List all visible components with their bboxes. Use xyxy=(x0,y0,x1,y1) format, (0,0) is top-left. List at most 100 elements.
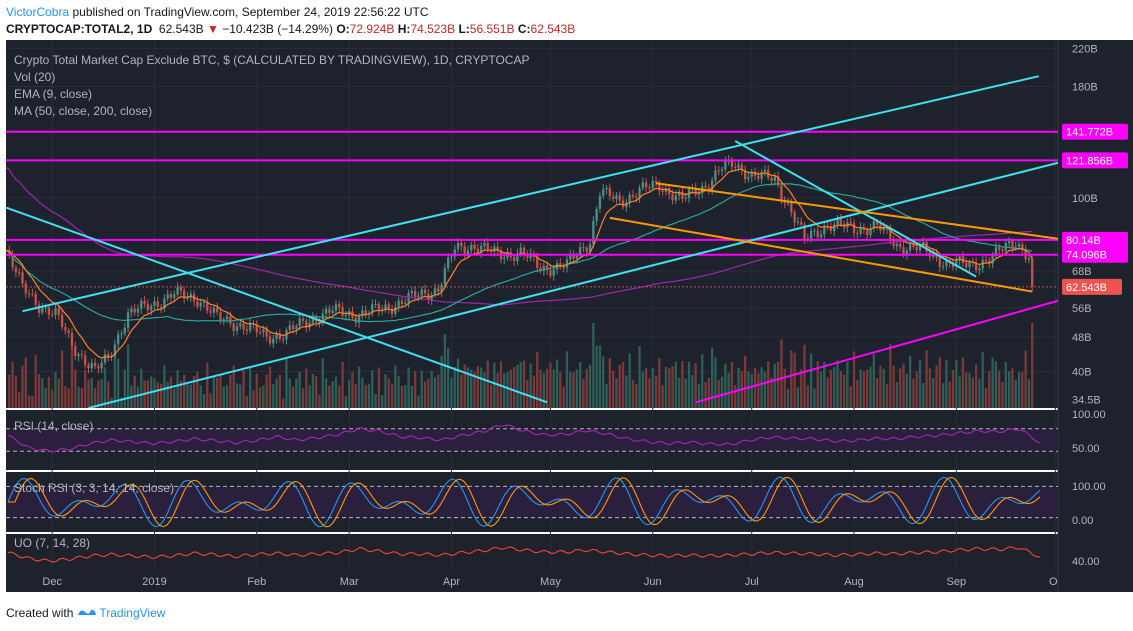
close-label: C: xyxy=(517,22,531,36)
volume-bar xyxy=(552,369,555,408)
candle-body xyxy=(776,176,780,186)
volume-bar xyxy=(684,378,687,408)
stoch-tick-label: 100.00 xyxy=(1072,481,1106,493)
volume-bar xyxy=(268,366,272,408)
candle-body xyxy=(925,242,928,252)
volume-bar xyxy=(793,352,796,408)
candle-body xyxy=(328,308,331,313)
candle-body xyxy=(67,330,70,333)
candle-body xyxy=(598,195,602,209)
candle-body xyxy=(734,166,737,168)
candle-body xyxy=(536,256,539,268)
candle-body xyxy=(757,175,760,179)
volume-bar xyxy=(156,382,159,408)
indicator-lines xyxy=(6,424,1058,563)
volume-bar xyxy=(783,368,786,408)
volume-bar xyxy=(618,364,621,408)
volume-bar xyxy=(232,365,235,408)
candle-body xyxy=(800,221,803,225)
candle-body xyxy=(41,308,44,313)
candle-body xyxy=(120,333,123,335)
candle-body xyxy=(31,293,34,295)
candle-body xyxy=(37,304,41,313)
candle-body xyxy=(463,246,466,254)
volume-bar xyxy=(483,372,486,408)
candle-body xyxy=(833,224,836,231)
candle-body xyxy=(638,187,641,198)
candle-body xyxy=(618,195,621,201)
volume-bar xyxy=(912,378,915,408)
trendlines[interactable] xyxy=(6,75,1069,408)
volume-bar xyxy=(159,383,163,408)
middle-channel-trendline[interactable] xyxy=(88,160,1068,408)
candle-body xyxy=(282,339,285,341)
volume-bar xyxy=(833,367,836,408)
falling-line-trendline[interactable] xyxy=(6,206,548,404)
volume-bar xyxy=(978,378,981,408)
candle-body xyxy=(740,164,743,171)
volume-bar xyxy=(216,377,219,408)
candle-body xyxy=(159,306,163,309)
candle-body xyxy=(588,244,592,253)
volume-bar xyxy=(743,355,747,408)
volume-bar xyxy=(631,379,635,408)
price-tick-label: 48B xyxy=(1072,332,1092,344)
volume-bar xyxy=(658,358,661,408)
upper-channel-trendline[interactable] xyxy=(22,75,1040,313)
volume-bar xyxy=(318,394,321,408)
candle-body xyxy=(80,354,84,356)
candle-body xyxy=(57,308,60,315)
volume-bar xyxy=(955,360,958,408)
volume-bar xyxy=(486,360,489,408)
price-tick-label: 220B xyxy=(1072,43,1098,55)
volume-bar xyxy=(902,363,905,408)
volume-bar xyxy=(559,371,562,408)
candle-body xyxy=(239,323,242,327)
volume-bar xyxy=(605,383,608,408)
support-trendline[interactable] xyxy=(695,298,1069,404)
volume-bar xyxy=(516,364,519,408)
candle-body xyxy=(196,301,199,307)
candle-body xyxy=(255,323,258,333)
candle-body xyxy=(915,246,918,251)
candle-body xyxy=(371,304,374,313)
volume-bar xyxy=(892,365,895,408)
volume-bar xyxy=(747,371,750,408)
volume-bar xyxy=(826,377,829,408)
volume-bar xyxy=(753,368,757,408)
volume-bar xyxy=(348,380,351,408)
volume-bar xyxy=(371,370,374,408)
volume-bar xyxy=(578,362,582,408)
candle-body xyxy=(430,294,433,300)
grid-lines xyxy=(6,40,1058,570)
candle-body xyxy=(258,332,262,334)
tradingview-brand-link[interactable]: TradingView xyxy=(99,606,166,620)
author-link[interactable]: VictorCobra xyxy=(6,5,70,19)
candle-body xyxy=(308,322,311,328)
volume-bar xyxy=(103,367,107,408)
volume-bar xyxy=(18,392,21,408)
volume-bar xyxy=(757,373,760,408)
volume-bars xyxy=(8,323,1034,408)
candle-body xyxy=(338,304,341,308)
volume-bar xyxy=(737,367,740,408)
candle-body xyxy=(631,194,635,197)
candle-body xyxy=(572,254,575,259)
candle-body xyxy=(753,171,757,176)
volume-bar xyxy=(918,360,922,408)
candle-body xyxy=(668,188,671,195)
wedge-top-trendline[interactable] xyxy=(655,182,1068,240)
peak-resistance-trendline[interactable] xyxy=(734,140,977,278)
candle-body xyxy=(397,300,400,307)
wedge-bottom-trendline[interactable] xyxy=(609,216,1033,293)
volume-bar xyxy=(447,347,450,408)
candle-body xyxy=(460,243,463,247)
candle-body xyxy=(100,362,103,369)
candle-body xyxy=(278,334,282,340)
candle-body xyxy=(582,247,585,249)
low-value: 56.551B xyxy=(469,22,515,36)
volume-bar xyxy=(341,361,344,408)
volume-bar xyxy=(800,369,803,408)
price-chart[interactable]: 141.772B 121.856B 80.14B 74.096B 62.543B 220… xyxy=(0,40,1133,600)
last-price: 62.543B xyxy=(158,22,204,36)
